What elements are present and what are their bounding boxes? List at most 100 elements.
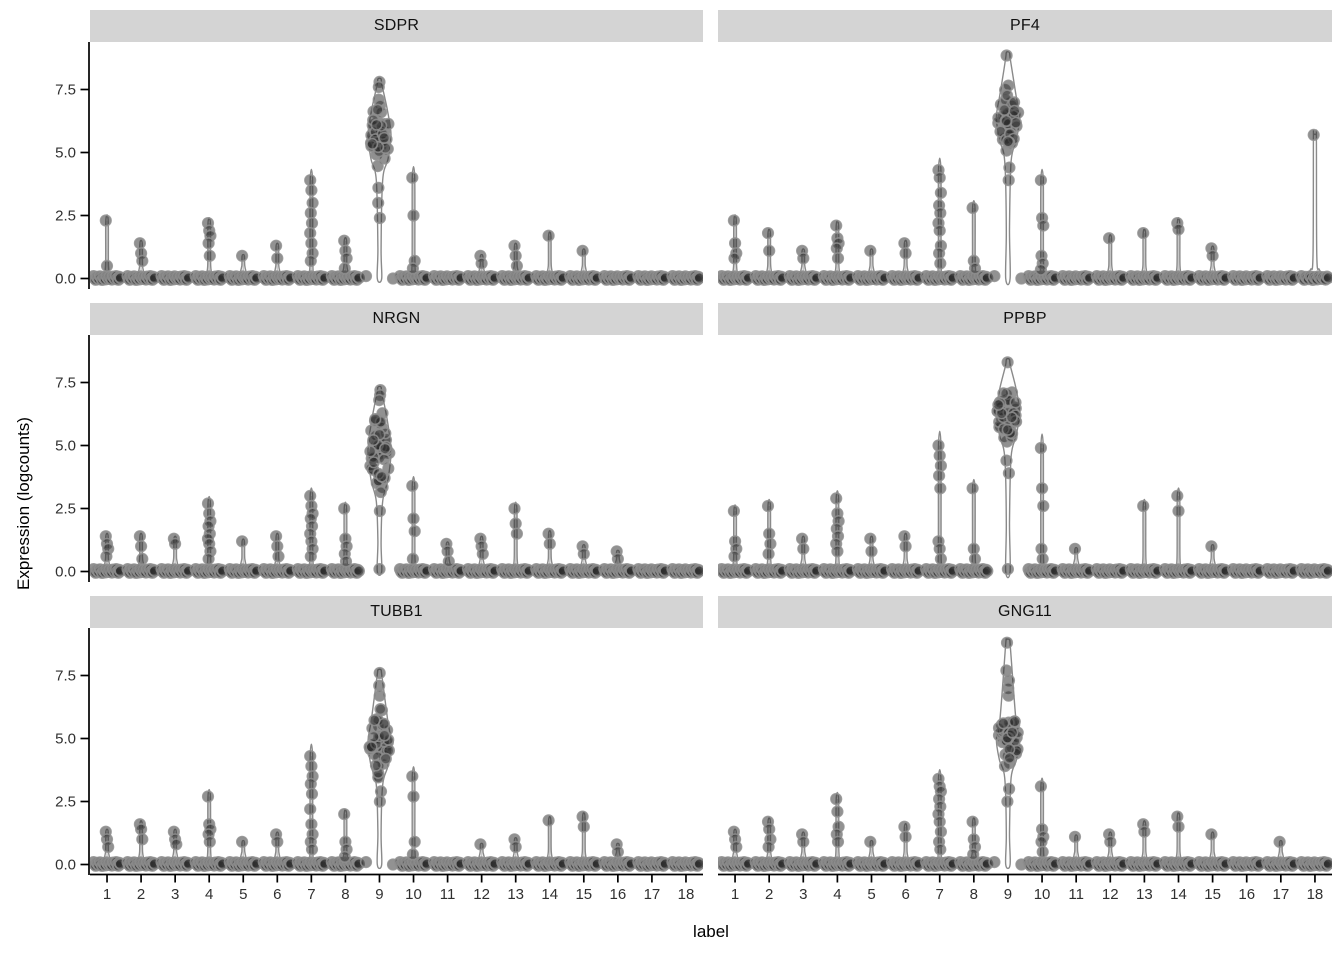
facet-strip-tubb1: TUBB1	[90, 596, 703, 628]
jitter-point	[1103, 232, 1116, 245]
jitter-point	[371, 159, 384, 173]
label-group-14	[1158, 217, 1199, 286]
label-group-2	[749, 498, 789, 579]
jitter-point	[406, 848, 420, 861]
jitter-point	[305, 787, 319, 800]
jitter-point	[1008, 104, 1021, 118]
x-tick-label: 10	[405, 885, 422, 903]
jitter-point	[406, 171, 419, 184]
jitter-point	[352, 564, 366, 578]
y-tick-label: 7.5	[55, 374, 76, 391]
y-tick-label: 0.0	[55, 563, 76, 580]
jitter-point	[797, 835, 810, 848]
jitter-point	[407, 512, 420, 525]
jitter-point	[369, 759, 383, 772]
facet-panel-sdpr	[90, 75, 703, 286]
label-group-10	[393, 766, 434, 872]
jitter-point	[831, 805, 844, 818]
jitter-point	[510, 259, 524, 272]
violin-outline	[1303, 129, 1327, 281]
label-group-8	[954, 478, 994, 579]
label-group-9	[988, 49, 1028, 286]
label-group-1	[718, 504, 755, 579]
label-group-15	[1193, 540, 1233, 579]
jitter-point	[1138, 825, 1151, 838]
label-group-11	[1056, 830, 1096, 872]
x-tick-label: 14	[541, 885, 559, 903]
jitter-point	[728, 252, 741, 265]
jitter-point	[997, 717, 1010, 730]
jitter-point	[338, 808, 351, 821]
label-group-9	[359, 75, 400, 285]
jitter-point	[1322, 271, 1332, 284]
label-group-7	[920, 157, 960, 286]
label-group-14	[530, 229, 570, 286]
label-group-1	[90, 530, 127, 579]
y-tick-label: 2.5	[55, 207, 76, 224]
x-tick-label: 8	[969, 885, 978, 903]
jitter-point	[933, 224, 946, 237]
jitter-point	[1003, 161, 1016, 174]
label-group-5	[223, 249, 263, 286]
jitter-point	[966, 815, 979, 828]
jitter-point	[202, 552, 215, 565]
jitter-point	[304, 803, 317, 816]
x-tick-label: 12	[1101, 885, 1119, 903]
jitter-point	[134, 823, 148, 836]
jitter-point	[1034, 174, 1048, 187]
jitter-point	[133, 237, 147, 250]
jitter-point	[1034, 263, 1048, 276]
jitter-point	[1002, 689, 1015, 702]
jitter-point	[898, 820, 911, 833]
label-group-4	[189, 788, 229, 872]
jitter-point	[306, 196, 319, 209]
jitter-point	[305, 237, 318, 250]
jitter-point	[611, 845, 625, 858]
facet-panel-pf4	[718, 49, 1332, 286]
jitter-point	[305, 818, 318, 831]
jitter-point	[270, 239, 283, 252]
label-group-18	[666, 563, 703, 579]
facet-title: PPBP	[1003, 310, 1047, 327]
x-tick-label: 9	[1003, 885, 1013, 903]
x-tick-label: 4	[833, 885, 842, 903]
y-tick-label: 5.0	[55, 730, 76, 747]
jitter-point	[372, 196, 385, 209]
label-group-1	[90, 214, 127, 286]
jitter-point	[1037, 219, 1050, 232]
label-group-7	[920, 430, 960, 579]
jitter-point	[1068, 542, 1082, 555]
label-group-3	[783, 828, 823, 872]
label-group-9	[359, 666, 400, 871]
jitter-point	[407, 790, 420, 803]
jitter-point	[407, 209, 420, 222]
jitter-point	[1002, 467, 1016, 480]
jitter-point	[611, 552, 625, 565]
jitter-point	[236, 535, 249, 548]
x-tick-label: 17	[1272, 885, 1290, 903]
x-tick-label: 16	[1238, 885, 1256, 903]
jitter-point	[1000, 49, 1013, 62]
jitter-point	[542, 229, 555, 242]
jitter-point	[272, 550, 285, 563]
x-tick-label: 3	[799, 885, 808, 903]
jitter-point	[967, 542, 980, 555]
jitter-point	[933, 469, 946, 482]
label-group-3	[155, 532, 195, 579]
jitter-point	[1000, 114, 1013, 128]
jitter-point	[1171, 810, 1184, 823]
jitter-point	[831, 252, 845, 265]
label-group-17	[1261, 835, 1301, 872]
label-group-14	[530, 814, 570, 872]
jitter-point	[1000, 454, 1013, 467]
x-tick-label: 11	[439, 885, 456, 903]
jitter-point	[370, 118, 383, 131]
jitter-point	[406, 770, 419, 783]
label-group-16	[1227, 270, 1267, 286]
x-tick-label: 15	[1204, 885, 1221, 903]
label-group-11	[428, 537, 468, 579]
jitter-point	[934, 825, 947, 838]
label-group-6	[886, 820, 926, 872]
jitter-point	[102, 840, 115, 853]
